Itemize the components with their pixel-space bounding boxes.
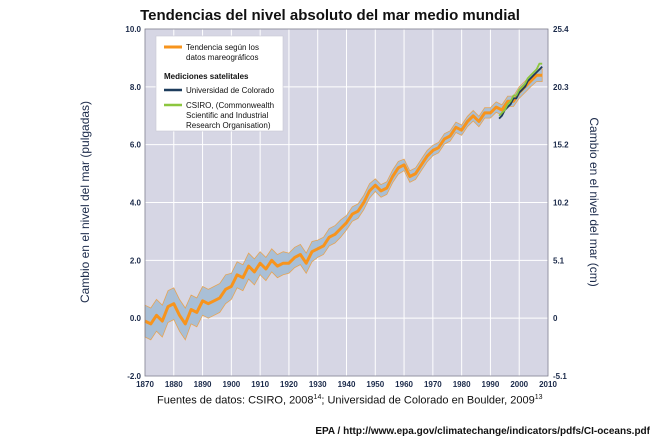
- y-tick-label-right: 15.2: [553, 141, 569, 150]
- y-tick-label-right: 10.2: [553, 199, 569, 208]
- legend-box: [155, 35, 284, 132]
- epa-source-url: EPA / http://www.epa.gov/climatechange/i…: [315, 426, 650, 437]
- x-tick-label: 2010: [539, 380, 557, 389]
- x-tick-label: 1950: [366, 380, 384, 389]
- x-axis-ticks: 1870 1880 1890 1900 1910 1920 1930 1940 1950 1960…: [136, 380, 557, 389]
- legend: Tendencia según los datos mareográficos …: [155, 35, 284, 132]
- y-tick-label-right: 20.3: [553, 83, 569, 92]
- y-tick-label-left: -2.0: [127, 372, 141, 381]
- series-line-csiro: [498, 62, 543, 117]
- source-prefix: Fuentes de datos: CSIRO, 2008: [157, 394, 314, 407]
- legend-label-tide-gauge: Tendencia según los datos mareográficos: [186, 43, 261, 62]
- x-tick-label: 1990: [482, 380, 500, 389]
- x-tick-label: 1930: [309, 380, 327, 389]
- legend-label-colorado: Universidad de Colorado: [186, 86, 275, 95]
- series-line-tide-gauge: [144, 73, 543, 326]
- y-tick-label-right: 25.4: [553, 25, 569, 34]
- x-tick-label: 1970: [424, 380, 442, 389]
- x-tick-label: 1900: [222, 380, 240, 389]
- x-tick-label: 1880: [165, 380, 183, 389]
- x-tick-label: 1940: [338, 380, 356, 389]
- source-middle: ; Universidad de Colorado en Boulder, 20…: [321, 394, 535, 407]
- y-axis-right-ticks: -5.1 0 5.1 10.2 15.2 20.3 25.4: [553, 25, 569, 381]
- x-tick-label: 1960: [395, 380, 413, 389]
- y-tick-label-left: 8.0: [130, 83, 142, 92]
- y-tick-label-left: 2.0: [130, 256, 142, 265]
- source-ref-2: 13: [534, 394, 543, 401]
- chart-title: Tendencias del nivel absoluto del mar me…: [140, 7, 520, 24]
- y-tick-label-right: 5.1: [553, 256, 565, 265]
- x-tick-label: 1870: [136, 380, 154, 389]
- plot-frame: [144, 28, 549, 377]
- x-tick-label: 1890: [194, 380, 212, 389]
- y-axis-left-title: Cambio en el nivel del mar (pulgadas): [78, 101, 92, 303]
- y-axis-left-ticks: -2.0 0.0 2.0 4.0 6.0 8.0 10.0: [125, 25, 141, 381]
- y-tick-label-right: -5.1: [553, 372, 567, 381]
- data-sources: Fuentes de datos: CSIRO, 200814; Univers…: [157, 394, 543, 407]
- y-tick-label-left: 4.0: [130, 199, 142, 208]
- x-tick-label: 2000: [510, 380, 528, 389]
- x-tick-label: 1980: [453, 380, 471, 389]
- y-tick-label-left: 0.0: [130, 314, 142, 323]
- y-tick-label-left: 6.0: [130, 141, 142, 150]
- legend-label-csiro: CSIRO, (Commonwealth Scientific and Indu…: [186, 101, 276, 130]
- y-tick-label-left: 10.0: [125, 25, 141, 34]
- y-axis-right-title: Cambio en el nivel del mar (cm): [587, 117, 601, 286]
- series-lines-layer: [144, 62, 543, 326]
- x-tick-label: 1920: [280, 380, 298, 389]
- x-tick-label: 1910: [251, 380, 269, 389]
- legend-satellite-header: Mediciones satelitales: [164, 72, 249, 81]
- source-ref-1: 14: [313, 394, 322, 401]
- y-tick-label-right: 0: [553, 314, 558, 323]
